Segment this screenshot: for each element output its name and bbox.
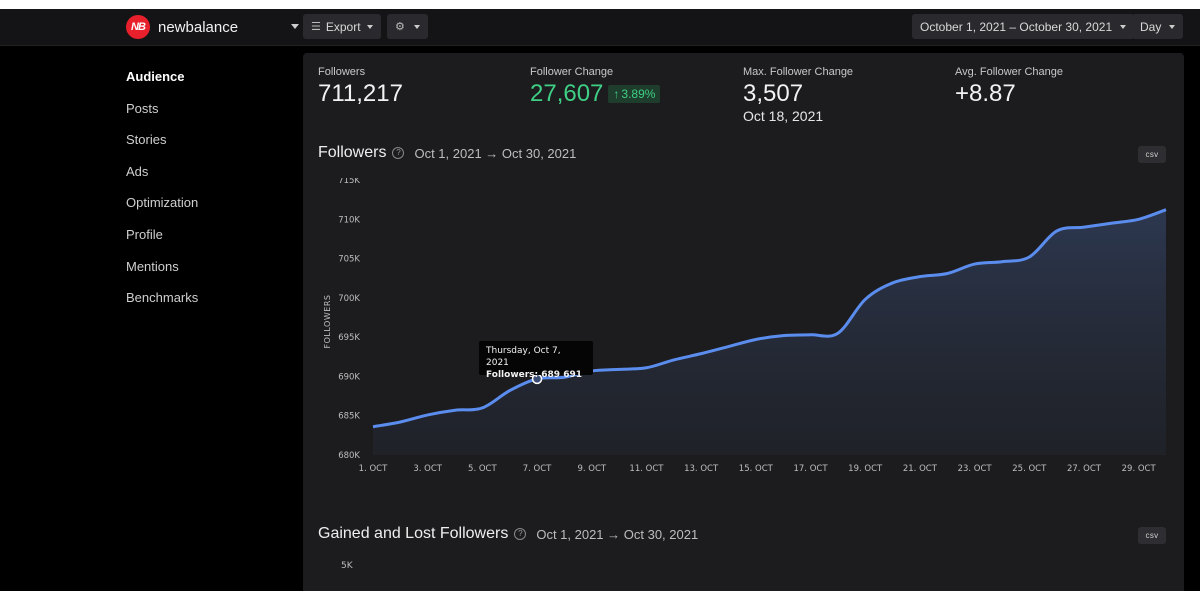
brand-name: newbalance (158, 18, 239, 36)
x-tick-label: 1. OCT (359, 464, 388, 474)
new-balance-logo: NB (126, 15, 150, 39)
sidebar-item-profile[interactable]: Profile (126, 226, 163, 242)
section-title: Gained and Lost Followers (318, 525, 509, 542)
x-tick-label: 19. OCT (848, 464, 883, 474)
stat-label: Max. Follower Change (743, 66, 854, 78)
followers-area (373, 209, 1166, 455)
section-title: Followers (318, 144, 387, 161)
settings-button[interactable]: ⚙ (387, 14, 428, 39)
sidebar-item-posts[interactable]: Posts (126, 100, 159, 116)
tooltip-label: Followers: (486, 370, 539, 380)
sidebar-item-mentions[interactable]: Mentions (126, 258, 179, 274)
stat-value: 27,607 (530, 80, 604, 107)
stat-followers: Followers 711,217 (318, 66, 403, 108)
tooltip-value: Followers: 689 691 (486, 369, 586, 381)
sidebar-nav: Audience Posts Stories Ads Optimization … (126, 67, 198, 320)
stat-label: Follower Change (530, 66, 614, 78)
y-tick-label: 685K (338, 412, 360, 422)
export-icon: ☰ (311, 21, 321, 33)
csv-export-button[interactable]: csv (1138, 527, 1166, 544)
sidebar-item-benchmarks[interactable]: Benchmarks (126, 290, 199, 306)
followers-chart[interactable]: 680K 685K 690K 695K 700K 705K 710K 715K FOLLOWER… (303, 178, 1184, 508)
x-tick-label: 27. OCT (1067, 464, 1102, 474)
stat-follower-change: Follower Change 27,607 ↑ 3.89% (530, 66, 661, 108)
x-tick-label: 25. OCT (1012, 464, 1047, 474)
y-axis-title: FOLLOWERS (323, 295, 332, 349)
brand-caret-icon[interactable] (291, 24, 299, 29)
chart-tooltip: Thursday, Oct 7, 2021 Followers: 689 691 (479, 341, 593, 380)
y-tick-label: 680K (338, 451, 360, 461)
app-frame: NB newbalance ☰ Export ⚙ October 1, 2021… (0, 9, 1200, 591)
x-tick-label: 17. OCT (793, 464, 828, 474)
sidebar-item-stories[interactable]: Stories (126, 132, 167, 148)
tooltip-number: 689 691 (541, 370, 582, 380)
x-tick-label: 7. OCT (523, 464, 552, 474)
x-tick-label: 15. OCT (739, 464, 774, 474)
x-tick-label: 11. OCT (629, 464, 664, 474)
top-bar: NB newbalance ☰ Export ⚙ October 1, 2021… (0, 9, 1200, 46)
gained-section-header: Gained and Lost Followers ? Oct 1, 2021 … (318, 525, 698, 543)
chevron-down-icon (366, 24, 373, 29)
x-tick-label: 13. OCT (684, 464, 719, 474)
csv-export-button[interactable]: csv (1138, 146, 1166, 163)
date-range-picker[interactable]: October 1, 2021 – October 30, 2021 (912, 14, 1135, 39)
x-tick-label: 9. OCT (577, 464, 606, 474)
change-badge: ↑ 3.89% (608, 85, 661, 103)
main-panel: Followers 711,217 Follower Change 27,607… (303, 53, 1184, 591)
sidebar-item-audience[interactable]: Audience (126, 69, 185, 84)
section-date-range: Oct 1, 2021 → Oct 30, 2021 (414, 145, 577, 161)
stat-label: Followers (318, 66, 366, 78)
change-badge-value: 3.89% (621, 87, 656, 101)
stat-label: Avg. Follower Change (955, 66, 1064, 78)
brand-switcher[interactable]: NB newbalance (126, 15, 238, 39)
granularity-select[interactable]: Day (1132, 14, 1184, 39)
stat-value: 711,217 (318, 80, 403, 107)
export-label: Export (325, 19, 361, 34)
x-tick-label: 21. OCT (903, 464, 938, 474)
y-tick-label: 690K (338, 372, 360, 382)
followers-section-header: Followers ? Oct 1, 2021 → Oct 30, 2021 (318, 144, 576, 162)
stat-avg-change: Avg. Follower Change +8.87 (955, 66, 1063, 108)
stat-value: +8.87 (955, 80, 1016, 107)
y-tick-label: 715K (338, 178, 360, 186)
followers-line (372, 208, 1167, 429)
export-button[interactable]: ☰ Export (303, 14, 381, 39)
y-tick-label: 5K (341, 561, 353, 571)
x-tick-label: 3. OCT (413, 464, 442, 474)
y-tick-label: 705K (338, 255, 360, 265)
chevron-down-icon (1120, 24, 1127, 29)
sidebar-item-ads[interactable]: Ads (126, 163, 149, 179)
y-tick-label: 695K (338, 333, 360, 343)
gear-icon: ⚙ (395, 21, 405, 33)
tooltip-date: Thursday, Oct 7, 2021 (486, 346, 561, 368)
chevron-down-icon (1169, 24, 1176, 29)
date-range-label: October 1, 2021 – October 30, 2021 (920, 19, 1113, 34)
y-tick-label: 710K (338, 215, 360, 225)
chevron-down-icon (413, 24, 420, 29)
granularity-label: Day (1140, 19, 1162, 34)
stat-date: Oct 18, 2021 (743, 108, 824, 124)
x-tick-label: 5. OCT (468, 464, 497, 474)
arrow-up-icon: ↑ (613, 87, 620, 101)
help-icon[interactable]: ? (392, 147, 405, 159)
stat-value-row: 27,607 ↑ 3.89% (530, 80, 661, 108)
section-date-range: Oct 1, 2021 → Oct 30, 2021 (536, 526, 699, 542)
stat-max-change: Max. Follower Change 3,507 Oct 18, 2021 (743, 66, 853, 124)
y-tick-label: 700K (338, 294, 360, 304)
stat-value: 3,507 (743, 80, 804, 107)
sidebar-item-optimization[interactable]: Optimization (126, 195, 199, 211)
x-tick-label: 29. OCT (1122, 464, 1157, 474)
help-icon[interactable]: ? (514, 528, 527, 540)
x-tick-label: 23. OCT (958, 464, 993, 474)
